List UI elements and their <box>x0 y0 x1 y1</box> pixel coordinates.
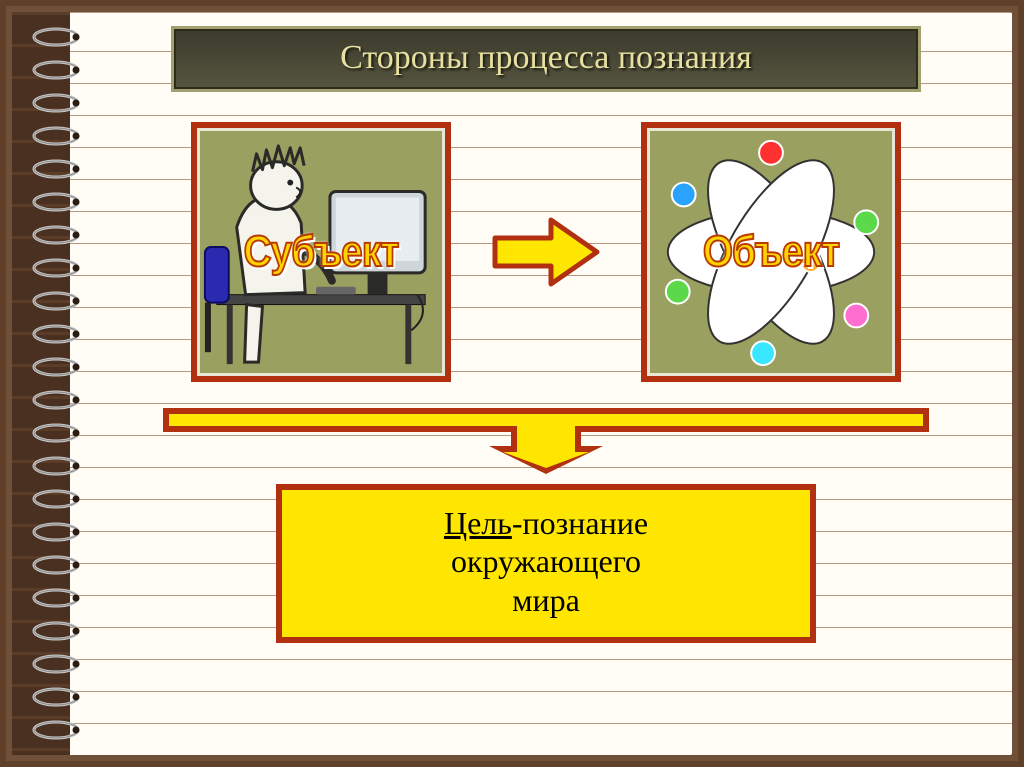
spiral-ring <box>32 587 80 609</box>
arrow-right <box>491 214 601 290</box>
spiral-ring <box>32 521 80 543</box>
spiral-ring <box>32 554 80 576</box>
spiral-ring <box>32 323 80 345</box>
object-label: Объект <box>662 227 880 277</box>
spiral-rings <box>22 12 82 755</box>
spiral-ring <box>32 422 80 444</box>
spiral-ring <box>32 686 80 708</box>
panels-row: Субъект <box>106 122 986 382</box>
wood-frame-outer: Стороны процесса познания <box>0 0 1024 767</box>
title-banner: Стороны процесса познания <box>171 26 921 92</box>
subject-panel: Субъект <box>191 122 451 382</box>
spiral-ring <box>32 158 80 180</box>
spiral-ring <box>32 125 80 147</box>
paper-page: Стороны процесса познания <box>66 12 1012 755</box>
spiral-ring <box>32 719 80 741</box>
spiral-ring <box>32 92 80 114</box>
spiral-ring <box>32 653 80 675</box>
spiral-ring <box>32 620 80 642</box>
spiral-ring <box>32 26 80 48</box>
object-panel: Объект <box>641 122 901 382</box>
spiral-ring <box>32 257 80 279</box>
spiral-ring <box>32 59 80 81</box>
spiral-ring <box>32 488 80 510</box>
subject-label: Субъект <box>212 227 430 277</box>
spiral-ring <box>32 389 80 411</box>
spiral-ring <box>32 191 80 213</box>
wood-frame-inner: Стороны процесса познания <box>6 6 1018 761</box>
spiral-ring <box>32 455 80 477</box>
goal-lead: Цель <box>444 505 512 541</box>
spiral-ring <box>32 224 80 246</box>
goal-box: Цель-познаниеокружающегомира <box>276 484 816 643</box>
down-bracket-arrow <box>161 406 931 476</box>
spiral-ring <box>32 290 80 312</box>
title-text: Стороны процесса познания <box>340 39 752 76</box>
spiral-ring <box>32 356 80 378</box>
